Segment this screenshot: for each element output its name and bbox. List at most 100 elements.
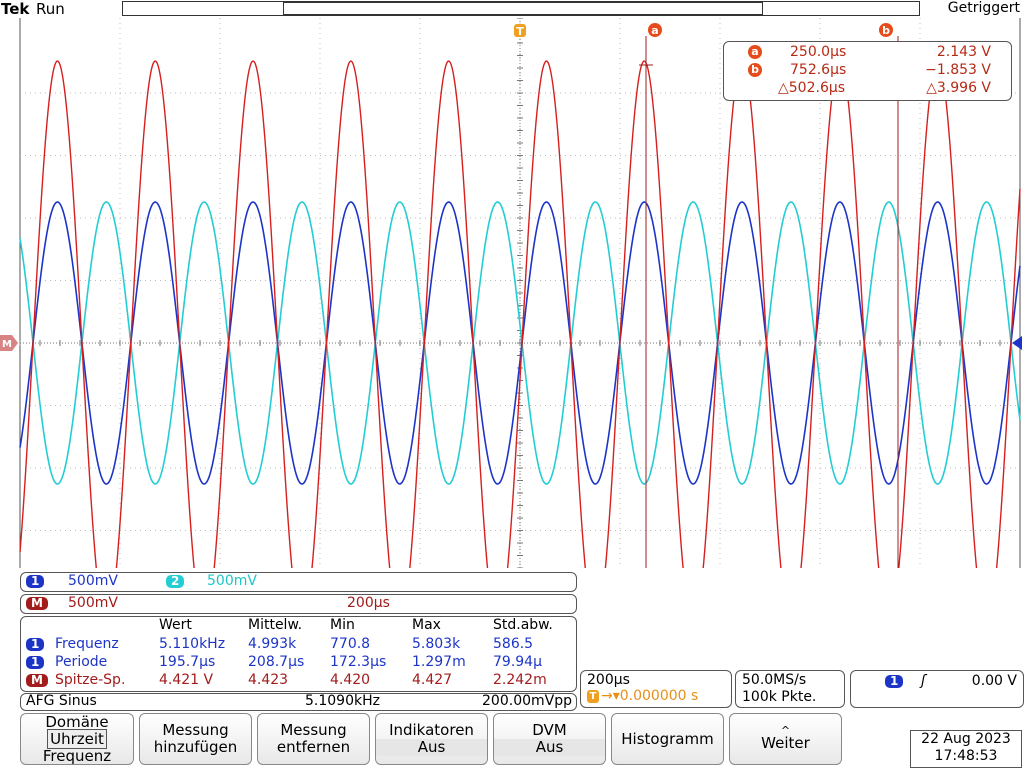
more-button[interactable]: ^ Weiter bbox=[729, 713, 842, 765]
measurement-name[interactable]: Spitze-Sp. bbox=[55, 672, 126, 688]
svg-text:M: M bbox=[2, 339, 12, 350]
cursor-delta-value: △3.996 V bbox=[926, 80, 991, 96]
trigger-source-badge: 1 bbox=[885, 675, 904, 688]
measurement-value: 4.993k bbox=[248, 636, 297, 652]
svg-text:a: a bbox=[651, 24, 658, 37]
measurement-table: Wert Mittelw. Min Max Std.abw. 1 Frequenz 5.11… bbox=[20, 616, 577, 692]
cursor-a-value: 2.143 V bbox=[936, 44, 991, 60]
time: 17:48:53 bbox=[934, 748, 998, 764]
record-view-window[interactable] bbox=[283, 2, 763, 15]
afg-bar[interactable]: AFG Sinus 5.1090kHz 200.00mVpp bbox=[20, 693, 577, 711]
remove-measurement-label-1: Messung bbox=[280, 721, 347, 739]
horizontal-panel[interactable]: 200µs T →▾0.000000 s bbox=[580, 670, 732, 708]
domain-title: Domäne bbox=[45, 712, 109, 731]
measurement-source-badge: 1 bbox=[26, 638, 45, 651]
measurement-source-badge: 1 bbox=[26, 656, 45, 669]
remove-measurement-button[interactable]: Messung entfernen bbox=[257, 713, 370, 765]
channel-2-badge[interactable]: 2 bbox=[166, 575, 185, 588]
date: 22 Aug 2023 bbox=[921, 731, 1011, 747]
date-time-display: 22 Aug 2023 17:48:53 bbox=[910, 730, 1022, 768]
status-bar: Tek Run Getriggert bbox=[0, 0, 1024, 18]
dvm-label: DVM bbox=[532, 721, 567, 739]
trigger-level: 0.00 V bbox=[971, 673, 1017, 689]
measurement-value: 1.297m bbox=[412, 654, 466, 670]
trigger-panel[interactable]: 1 ʃ 0.00 V bbox=[850, 670, 1024, 708]
add-measurement-label-1: Messung bbox=[162, 721, 229, 739]
histogram-label: Histogramm bbox=[621, 729, 714, 748]
measurement-column-header: Mittelw. bbox=[248, 617, 303, 633]
domain-option: Frequenz bbox=[42, 746, 112, 765]
indicators-state: Aus bbox=[376, 739, 487, 756]
afg-frequency: 5.1090kHz bbox=[305, 693, 380, 709]
measurement-value: 172.3µs bbox=[330, 654, 387, 670]
cursor-b-time: 752.6µs bbox=[790, 62, 847, 78]
measurement-source-badge: M bbox=[26, 674, 48, 687]
measurement-name[interactable]: Frequenz bbox=[55, 636, 119, 652]
trigger-position-icon: T bbox=[587, 690, 599, 703]
acquisition-panel[interactable]: 50.0MS/s 100k Pkte. bbox=[735, 670, 845, 708]
measurement-value: 4.421 V bbox=[159, 672, 214, 688]
measurement-value: 208.7µs bbox=[248, 654, 305, 670]
cursor-b-badge: b bbox=[748, 63, 762, 77]
math-scale[interactable]: 500mV bbox=[68, 595, 118, 611]
indicators-button[interactable]: Indikatoren Aus bbox=[375, 713, 488, 765]
cursor-a-marker[interactable]: a bbox=[648, 23, 662, 37]
measurement-value: 5.110kHz bbox=[159, 636, 226, 652]
measurement-value: 4.420 bbox=[330, 672, 371, 688]
add-measurement-label-2: hinzufügen bbox=[153, 738, 238, 756]
horizontal-scale: 200µs bbox=[587, 672, 630, 688]
measurement-value: 5.803k bbox=[412, 636, 461, 652]
domain-button[interactable]: Domäne Uhrzeit Frequenz bbox=[20, 713, 134, 765]
cursor-delta-time: △502.6µs bbox=[778, 80, 846, 96]
brand-logo: Tek bbox=[1, 0, 30, 18]
waveform-display[interactable]: a b T M bbox=[0, 18, 1024, 568]
measurement-name[interactable]: Periode bbox=[55, 654, 108, 670]
measurement-column-header: Wert bbox=[159, 617, 192, 633]
add-measurement-button[interactable]: Messung hinzufügen bbox=[139, 713, 252, 765]
trigger-status: Getriggert bbox=[947, 0, 1020, 16]
svg-text:T: T bbox=[516, 25, 524, 38]
measurement-value: 4.423 bbox=[248, 672, 289, 688]
cursor-a-time: 250.0µs bbox=[790, 44, 847, 60]
measurement-value: 195.7µs bbox=[159, 654, 216, 670]
measurement-value: 2.242m bbox=[493, 672, 547, 688]
channel-1-scale[interactable]: 500mV bbox=[68, 573, 118, 589]
more-label: Weiter bbox=[761, 734, 810, 752]
cursor-b-marker[interactable]: b bbox=[879, 23, 893, 37]
measurement-value: 4.427 bbox=[412, 672, 453, 688]
math-ground-marker[interactable]: M bbox=[0, 335, 18, 351]
dvm-state: Aus bbox=[494, 739, 605, 756]
record-overview-bar[interactable] bbox=[122, 1, 920, 16]
histogram-button[interactable]: Histogramm bbox=[611, 713, 724, 765]
cursor-a-badge: a bbox=[748, 45, 762, 59]
horizontal-position: →▾0.000000 s bbox=[601, 688, 699, 704]
indicators-label: Indikatoren bbox=[389, 721, 474, 739]
trigger-level-marker[interactable] bbox=[1012, 336, 1022, 350]
trigger-position-marker[interactable]: T bbox=[514, 24, 526, 38]
measurement-column-header: Min bbox=[330, 617, 355, 633]
channel-2-waveform bbox=[19, 201, 1021, 485]
domain-selected: Uhrzeit bbox=[47, 728, 107, 749]
run-state: Run bbox=[36, 0, 65, 18]
sample-rate: 50.0MS/s bbox=[742, 672, 807, 688]
measurement-value: 586.5 bbox=[493, 636, 534, 652]
channel-scale-bar[interactable]: 1 500mV 2 500mV bbox=[20, 572, 577, 592]
chevron-up-icon: ^ bbox=[780, 724, 791, 737]
record-length: 100k Pkte. bbox=[742, 689, 817, 705]
measurement-value: 770.8 bbox=[330, 636, 371, 652]
measurement-value: 79.94µ bbox=[493, 654, 542, 670]
math-scale-bar[interactable]: M 500mV 200µs bbox=[20, 594, 577, 614]
cursor-readout: a 250.0µs 2.143 V b 752.6µs −1.853 V △50… bbox=[723, 41, 1012, 101]
remove-measurement-label-2: entfernen bbox=[276, 738, 351, 756]
math-timebase[interactable]: 200µs bbox=[347, 595, 390, 611]
svg-text:b: b bbox=[882, 24, 890, 37]
afg-label: AFG Sinus bbox=[26, 693, 97, 709]
channel-1-badge[interactable]: 1 bbox=[26, 575, 45, 588]
math-badge[interactable]: M bbox=[26, 597, 48, 610]
channel-2-scale[interactable]: 500mV bbox=[207, 573, 257, 589]
channel-1-waveform bbox=[19, 201, 1021, 485]
dvm-button[interactable]: DVM Aus bbox=[493, 713, 606, 765]
afg-amplitude: 200.00mVpp bbox=[482, 693, 572, 709]
measurement-column-header: Std.abw. bbox=[493, 617, 553, 633]
measurement-column-header: Max bbox=[412, 617, 441, 633]
